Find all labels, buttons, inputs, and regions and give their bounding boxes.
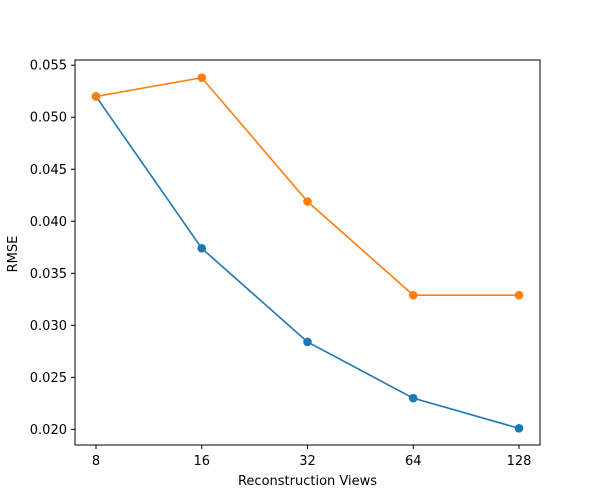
y-tick-label: 0.050 — [30, 111, 67, 126]
x-tick-label: 128 — [507, 454, 532, 469]
plot-area — [75, 60, 540, 445]
series-2-point — [408, 290, 418, 300]
y-tick-label: 0.025 — [30, 371, 67, 386]
y-tick-label: 0.040 — [30, 215, 67, 230]
series-2-point — [91, 92, 101, 101]
series-layer — [91, 73, 524, 433]
y-tick-label: 0.030 — [30, 319, 67, 334]
series-2-point — [197, 73, 207, 82]
series-2-point — [514, 290, 524, 300]
x-axis-label: Reconstruction Views — [238, 474, 377, 489]
series-1-point — [514, 424, 524, 433]
plot-frame — [74, 59, 541, 446]
series-1-point — [197, 244, 207, 253]
series-1-point — [303, 337, 312, 347]
y-tick-label: 0.020 — [30, 423, 67, 438]
x-tick-label: 8 — [92, 454, 100, 469]
x-tick-label: 32 — [299, 454, 316, 469]
x-tick-label: 64 — [405, 454, 422, 469]
series-1-point — [408, 393, 418, 403]
y-axis-label: RMSE — [6, 236, 21, 273]
axis-layer: 8 16 32 64 128 0.020 0.025 0.030 0.035 0.040 0.045… — [30, 59, 532, 469]
y-tick-label: 0.035 — [30, 267, 67, 282]
y-tick-label: 0.055 — [30, 59, 67, 74]
series-2-point — [303, 197, 312, 206]
y-tick-label: 0.045 — [30, 163, 67, 178]
x-tick-label: 16 — [193, 454, 210, 469]
